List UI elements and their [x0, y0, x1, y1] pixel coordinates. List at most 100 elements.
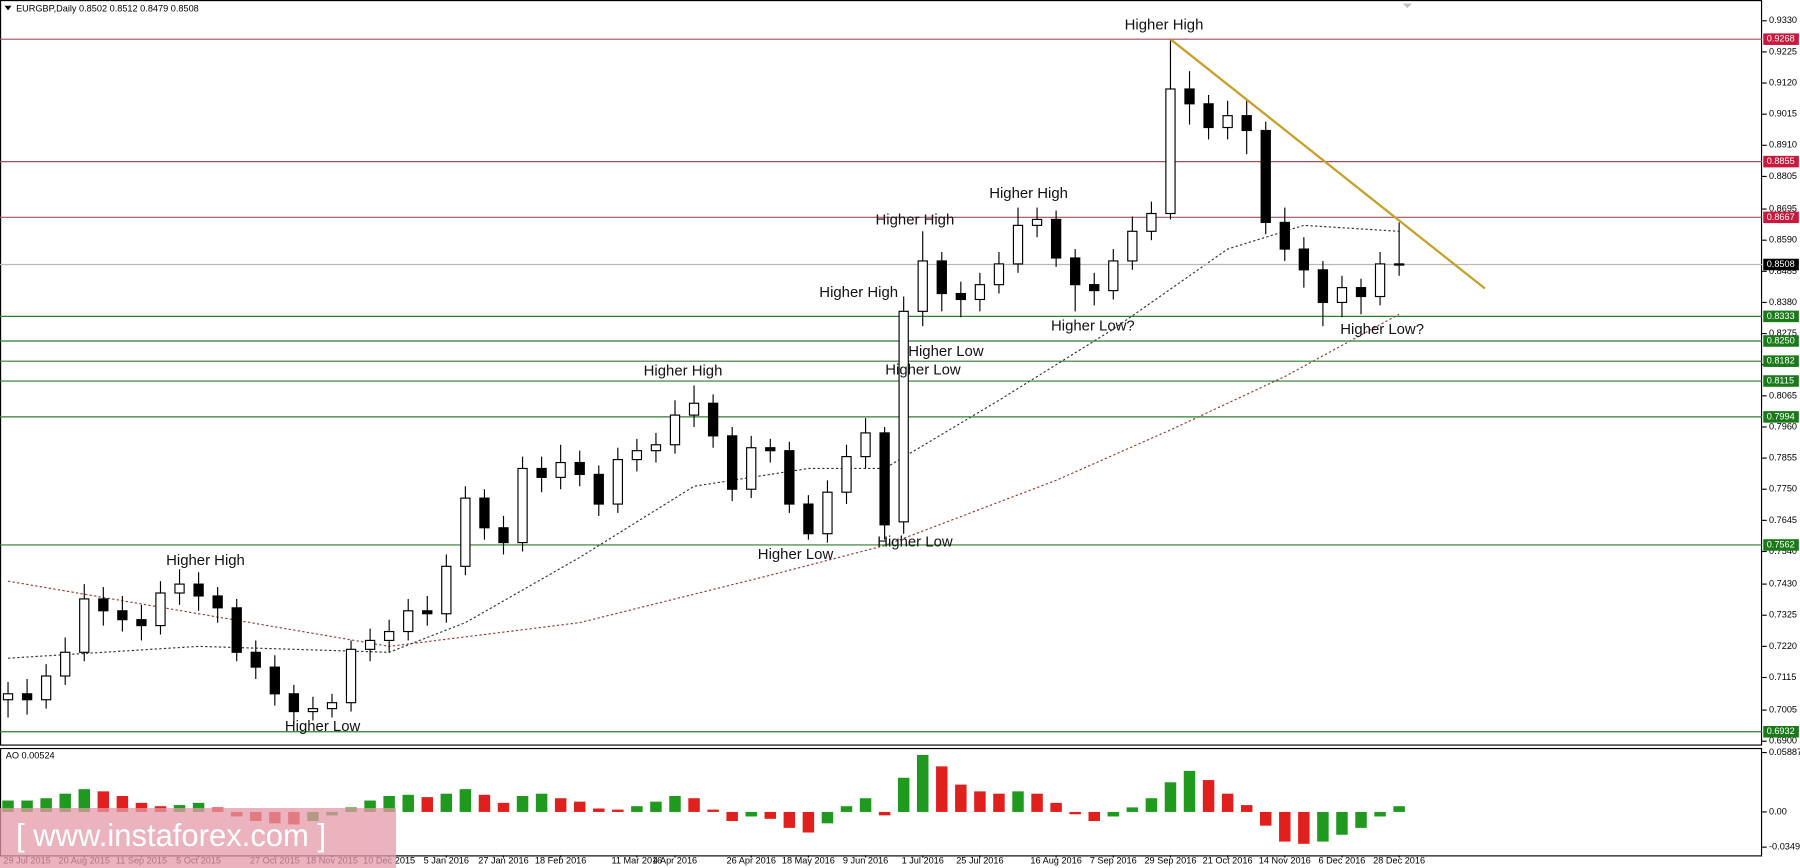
y-tick-label: 0.7645	[1769, 515, 1797, 525]
candle-body	[174, 583, 185, 594]
indicator-bar	[764, 811, 777, 819]
candle-body	[40, 675, 52, 701]
annotation: Higher High	[1125, 16, 1204, 33]
candle-body	[860, 432, 871, 458]
level-label: 0.8333	[1767, 311, 1795, 321]
candle-body	[479, 497, 490, 529]
candle-body	[593, 473, 604, 505]
annotation: Higher High	[819, 284, 898, 301]
y-tick-label: 0.8910	[1769, 140, 1797, 150]
plot: 0.9330 0.9225 0.9120 0.9015 0.8910 0.8805 0.86…	[0, 15, 1800, 868]
annotation: Higher High	[876, 211, 955, 228]
y-tick-label: 0.9225	[1769, 46, 1797, 56]
candle-body	[898, 310, 909, 523]
candle-body	[631, 450, 643, 461]
x-tick-label: 16 Aug 2016	[1030, 855, 1081, 865]
y-tick-label: 0.7430	[1769, 579, 1797, 589]
indicator-bar	[1145, 798, 1158, 812]
y-tick-label: 0.8695	[1769, 203, 1797, 213]
annotation: Higher Low?	[1051, 318, 1135, 335]
candle-body	[822, 491, 833, 535]
indicator-bar	[916, 754, 929, 812]
level-tag	[1763, 211, 1799, 224]
x-tick-label: 11 Mar 2016	[612, 855, 663, 865]
y-tick-label: 0.8805	[1769, 171, 1797, 181]
y-tick-label: 0.9330	[1769, 15, 1797, 25]
indicator-bar	[497, 802, 510, 812]
y-tick-label: 0.7220	[1769, 641, 1797, 651]
indicator-bar	[1126, 807, 1139, 812]
indicator-bar	[1221, 793, 1234, 812]
menu-icon[interactable]	[4, 5, 12, 11]
candle-body	[1260, 129, 1271, 223]
candle-body	[326, 702, 338, 710]
indicator-bar	[936, 766, 948, 812]
level-tag	[1763, 155, 1799, 168]
indicator-bar	[1012, 791, 1024, 812]
indicator-bar	[783, 811, 796, 828]
candle-body	[2, 693, 14, 701]
indicator-bar	[688, 798, 700, 812]
annotation: Higher Low	[885, 361, 961, 378]
candle-body	[555, 461, 566, 478]
candle-body	[345, 648, 357, 704]
level-label: 0.9268	[1767, 34, 1795, 44]
candle-body	[1336, 287, 1348, 304]
y-tick-label: 0.8380	[1769, 297, 1797, 307]
y-tick-label: 0.7750	[1769, 484, 1797, 494]
indicator-bar	[1317, 811, 1329, 842]
x-tick-label: 27 Jan 2016	[478, 855, 528, 865]
main-panel	[0, 0, 1763, 746]
candle-body	[1317, 269, 1329, 304]
y-tick-label: 0.8590	[1769, 235, 1797, 245]
candle-body	[1241, 115, 1252, 132]
y-tick-label: 0.9015	[1769, 109, 1797, 119]
candle-body	[746, 447, 757, 490]
candle-body	[136, 619, 147, 627]
candle-body	[1203, 103, 1214, 129]
indicator-bar	[1393, 806, 1405, 812]
annotation: Higher Low	[877, 533, 953, 550]
candle-body	[403, 610, 414, 633]
candle-body	[650, 444, 662, 452]
indicator-bar	[897, 777, 910, 812]
level-label: 0.8250	[1767, 335, 1795, 345]
candle-body	[707, 402, 719, 437]
indicator-bar	[21, 800, 33, 812]
shift-marker[interactable]	[1402, 3, 1412, 9]
indicator-bar	[1050, 802, 1062, 812]
x-tick-label: 18 May 2016	[782, 855, 835, 865]
indicator-bar	[1374, 811, 1386, 817]
candle-body	[1089, 284, 1100, 292]
candle-body	[1184, 88, 1195, 105]
indicator-bar	[1298, 811, 1310, 844]
indicator-bar	[116, 796, 129, 812]
level-label: 0.6932	[1767, 726, 1795, 736]
indicator-bar	[840, 806, 853, 812]
candle-body	[669, 414, 681, 446]
x-tick-label: 29 Sep 2016	[1144, 855, 1196, 865]
candle-body	[1070, 257, 1081, 286]
x-tick-label: 9 Jun 2016	[843, 855, 888, 865]
indicator-bar	[650, 801, 662, 812]
y-tick-label: 0.7115	[1769, 672, 1796, 682]
x-tick-label: 26 Apr 2016	[727, 855, 776, 865]
candle-body	[1146, 212, 1157, 232]
candle-body	[688, 402, 700, 416]
candle-body	[974, 284, 986, 301]
candle-body	[879, 432, 890, 526]
candle-body	[1222, 115, 1233, 129]
indicator-bar	[821, 811, 834, 824]
level-label: 0.8115	[1767, 375, 1794, 385]
candle-body	[841, 456, 852, 493]
level-tag	[1763, 33, 1799, 45]
indicator-bar	[878, 811, 891, 816]
candle-body	[1355, 287, 1367, 298]
level-label: 0.8855	[1767, 156, 1795, 166]
level-tag	[1763, 725, 1799, 738]
indicator-bar	[859, 798, 872, 812]
candle-body	[231, 607, 242, 653]
candle-body	[498, 527, 509, 544]
candle-body	[441, 565, 452, 615]
